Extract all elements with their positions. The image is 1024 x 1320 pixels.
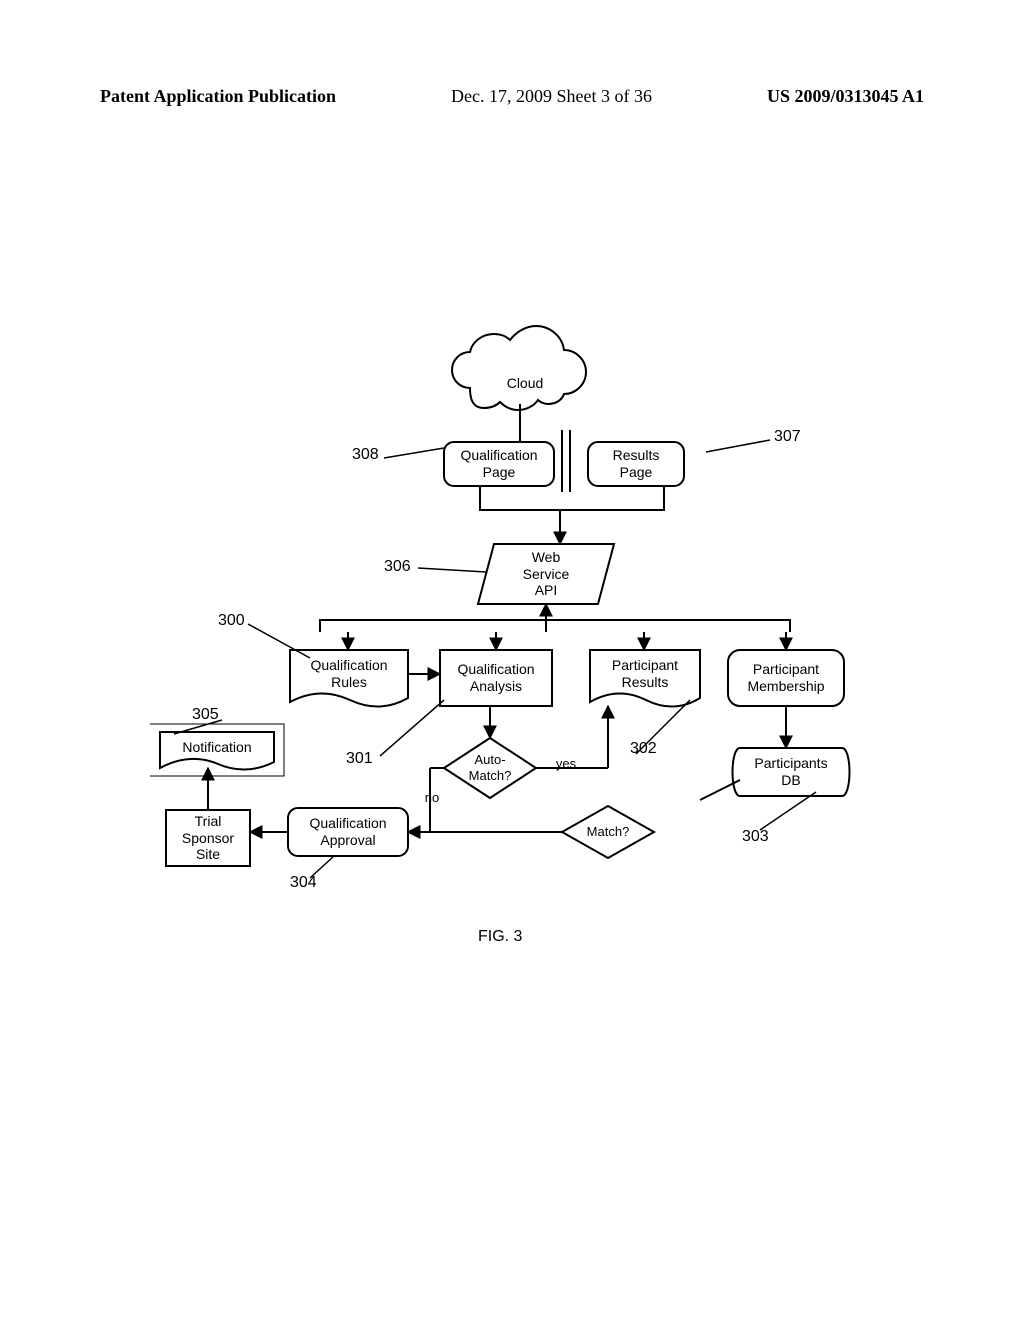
participants-db-label: Participants DB	[740, 750, 842, 794]
results-page-label: Results Page	[588, 442, 684, 486]
trial-sponsor-site-label: Trial Sponsor Site	[166, 810, 250, 866]
ref-303: 303	[742, 828, 769, 846]
web-api-label: Web Service API	[488, 544, 604, 604]
qualification-approval-label: Qualification Approval	[288, 808, 408, 856]
participant-membership-label: Participant Membership	[728, 650, 844, 706]
ref-304: 304	[290, 874, 317, 892]
ref-308: 308	[352, 446, 379, 464]
qualification-rules-label: Qualification Rules	[290, 652, 408, 696]
figure-label: FIG. 3	[478, 928, 522, 946]
automatch-label: Auto- Match?	[454, 750, 526, 786]
notification-label: Notification	[160, 734, 274, 760]
qualification-analysis-label: Qualification Analysis	[440, 650, 552, 706]
match-label: Match?	[574, 822, 642, 842]
ref-305: 305	[192, 706, 219, 724]
no-label: no	[418, 790, 446, 806]
ref-306: 306	[384, 558, 411, 576]
yes-label: yes	[548, 756, 584, 772]
ref-302: 302	[630, 740, 657, 758]
ref-300: 300	[218, 612, 245, 630]
participant-results-label: Participant Results	[590, 652, 700, 696]
ref-301: 301	[346, 750, 373, 768]
cloud-label: Cloud	[480, 368, 570, 398]
ref-307: 307	[774, 428, 801, 446]
qualification-page-label: Qualification Page	[444, 442, 554, 486]
